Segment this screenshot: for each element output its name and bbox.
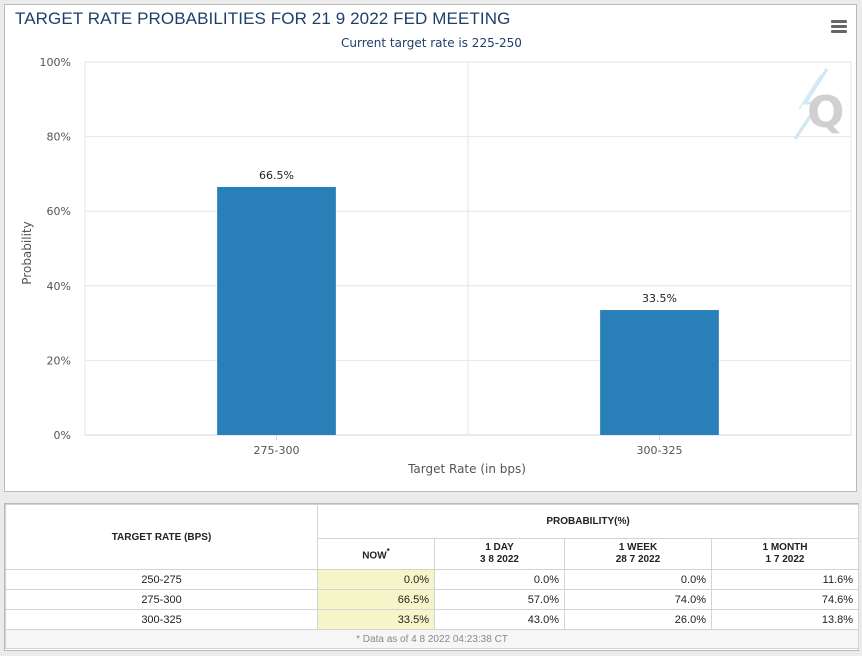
y-tick-label: 60% — [47, 205, 71, 218]
y-tick-label: 20% — [47, 354, 71, 367]
x-tick-label: 300-325 — [637, 444, 683, 457]
chart-panel: TARGET RATE PROBABILITIES FOR 21 9 2022 … — [4, 4, 857, 492]
y-axis-title: Probability — [20, 221, 34, 284]
month-cell: 13.8% — [710, 609, 860, 630]
day-cell: 43.0% — [434, 609, 565, 630]
target-rate-header: TARGET RATE (BPS) — [5, 504, 318, 570]
month-cell: 11.6% — [710, 569, 860, 590]
col-now-header: NOW* — [317, 538, 435, 570]
x-axis-title: Target Rate (in bps) — [407, 462, 526, 476]
table-row: 275-300 66.5% 57.0% 74.0% 74.6% — [5, 589, 860, 610]
now-cell: 33.5% — [317, 609, 435, 630]
bar[interactable] — [217, 186, 336, 435]
y-tick-label: 40% — [47, 280, 71, 293]
y-tick-label: 0% — [54, 429, 71, 442]
probability-header: PROBABILITY(%) — [316, 504, 860, 539]
table-row: 250-275 0.0% 0.0% 0.0% 11.6% — [5, 569, 860, 590]
col-1day-header: 1 DAY 3 8 2022 — [434, 538, 565, 570]
bar[interactable] — [600, 310, 719, 435]
bar-data-label: 66.5% — [259, 169, 294, 182]
bar-data-label: 33.5% — [642, 292, 677, 305]
col-1week-header: 1 WEEK 28 7 2022 — [564, 538, 712, 570]
day-cell: 57.0% — [434, 589, 565, 610]
y-tick-label: 100% — [40, 56, 71, 69]
week-cell: 0.0% — [564, 569, 712, 590]
y-tick-label: 80% — [47, 131, 71, 144]
table-row: 300-325 33.5% 43.0% 26.0% 13.8% — [5, 609, 860, 630]
hamburger-menu-icon[interactable] — [828, 15, 850, 37]
week-cell: 74.0% — [564, 589, 712, 610]
now-cell: 0.0% — [317, 569, 435, 590]
watermark-q: Q — [807, 87, 844, 138]
bar-chart: Q 0% 20% 40% 60% 80% 100% 66.5% 275-300 33.5% 300… — [20, 56, 852, 476]
probability-table: TARGET RATE (BPS) PROBABILITY(%) NOW* 1 … — [4, 504, 860, 649]
probability-table-panel: TARGET RATE (BPS) PROBABILITY(%) NOW* 1 … — [4, 503, 860, 651]
chart-subtitle: Current target rate is 225-250 — [341, 36, 522, 50]
chart-title: TARGET RATE PROBABILITIES FOR 21 9 2022 … — [15, 9, 511, 28]
rate-cell: 250-275 — [5, 569, 318, 590]
x-tick-label: 275-300 — [254, 444, 300, 457]
now-cell: 66.5% — [317, 589, 435, 610]
month-cell: 74.6% — [710, 589, 860, 610]
rate-cell: 275-300 — [5, 589, 318, 610]
col-1month-header: 1 MONTH 1 7 2022 — [710, 538, 860, 570]
cme-q-logo-icon: Q — [793, 68, 844, 140]
table-footnote: * Data as of 4 8 2022 04:23:38 CT — [4, 629, 860, 649]
day-cell: 0.0% — [434, 569, 565, 590]
week-cell: 26.0% — [564, 609, 712, 630]
rate-cell: 300-325 — [5, 609, 318, 630]
